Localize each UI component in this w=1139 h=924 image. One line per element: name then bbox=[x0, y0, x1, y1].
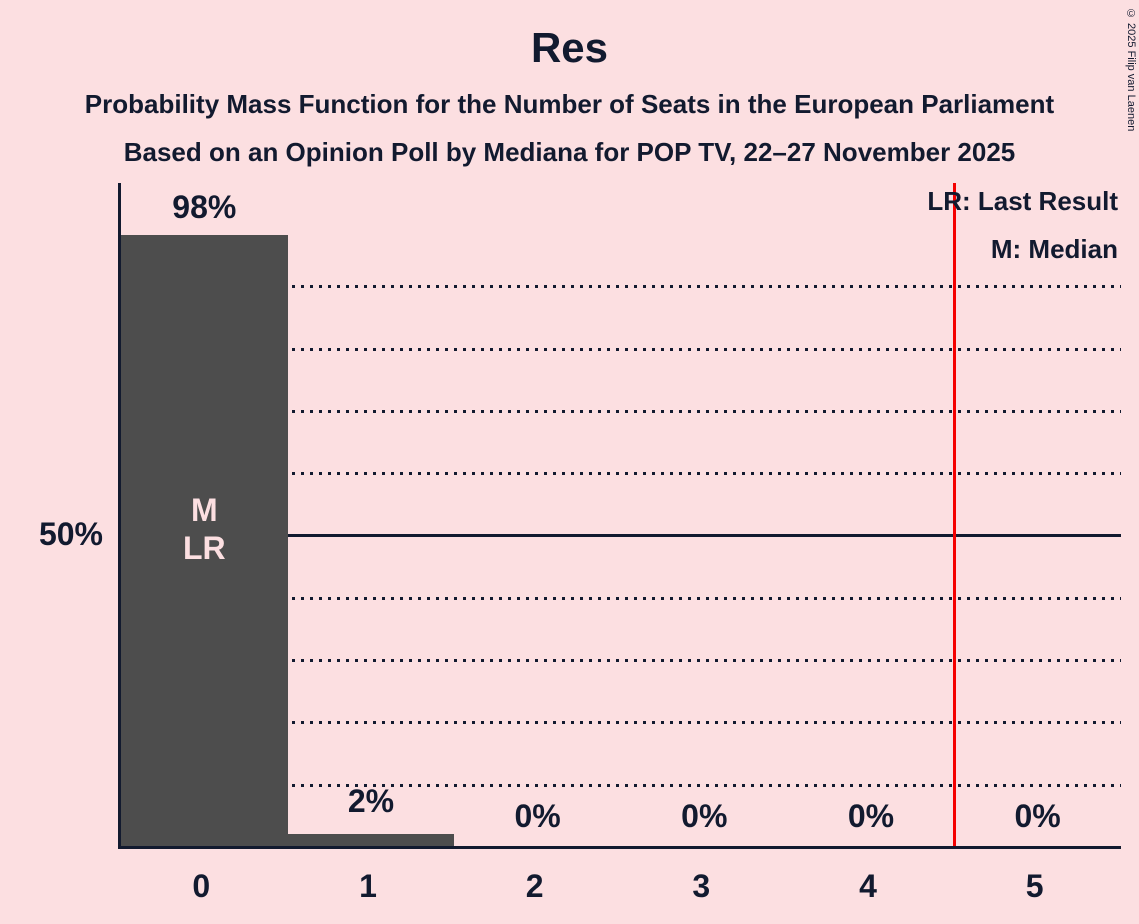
x-tick-0: 0 bbox=[192, 868, 211, 904]
median-marker: M bbox=[190, 492, 218, 528]
x-axis: 0 1 2 3 4 5 bbox=[118, 868, 1118, 908]
value-label-1: 2% bbox=[347, 783, 395, 819]
legend-last-result: LR: Last Result bbox=[927, 186, 1118, 216]
gridline-50-solid bbox=[121, 534, 1121, 537]
y-axis-tick-label-50: 50% bbox=[38, 516, 103, 552]
gridline-80 bbox=[121, 348, 1121, 351]
gridline-60 bbox=[121, 472, 1121, 475]
value-label-5: 0% bbox=[1014, 798, 1061, 834]
gridline-40 bbox=[121, 597, 1121, 600]
gridline-10 bbox=[121, 784, 1121, 787]
plot-area: 98% 2% 0% 0% 0% 0% M LR bbox=[118, 183, 1121, 849]
bar-seats-0 bbox=[121, 235, 288, 846]
chart-subtitle-2: Based on an Opinion Poll by Mediana for … bbox=[123, 137, 1016, 167]
x-tick-2: 2 bbox=[525, 868, 544, 904]
x-tick-1: 1 bbox=[359, 868, 377, 904]
copyright-notice: © 2025 Filip van Laenen bbox=[1125, 8, 1137, 132]
value-label-2: 0% bbox=[514, 798, 561, 834]
x-tick-3: 3 bbox=[692, 868, 711, 904]
x-tick-5: 5 bbox=[1025, 868, 1044, 904]
value-label-4: 0% bbox=[847, 798, 895, 834]
chart-subtitle-1: Probability Mass Function for the Number… bbox=[84, 89, 1055, 119]
last-result-line bbox=[953, 183, 956, 846]
x-tick-4: 4 bbox=[859, 868, 877, 904]
chart-title: Res bbox=[530, 24, 609, 71]
gridline-70 bbox=[121, 410, 1121, 413]
gridline-90 bbox=[121, 285, 1121, 288]
value-label-0: 98% bbox=[172, 189, 237, 225]
bar-seats-1 bbox=[287, 834, 455, 846]
gridline-20 bbox=[121, 721, 1121, 724]
value-label-3: 0% bbox=[681, 798, 728, 834]
last-result-marker: LR bbox=[182, 530, 226, 566]
legend-median: M: Median bbox=[990, 234, 1118, 264]
gridline-30 bbox=[121, 659, 1121, 662]
median-last-result-annotation: M LR bbox=[121, 491, 288, 567]
